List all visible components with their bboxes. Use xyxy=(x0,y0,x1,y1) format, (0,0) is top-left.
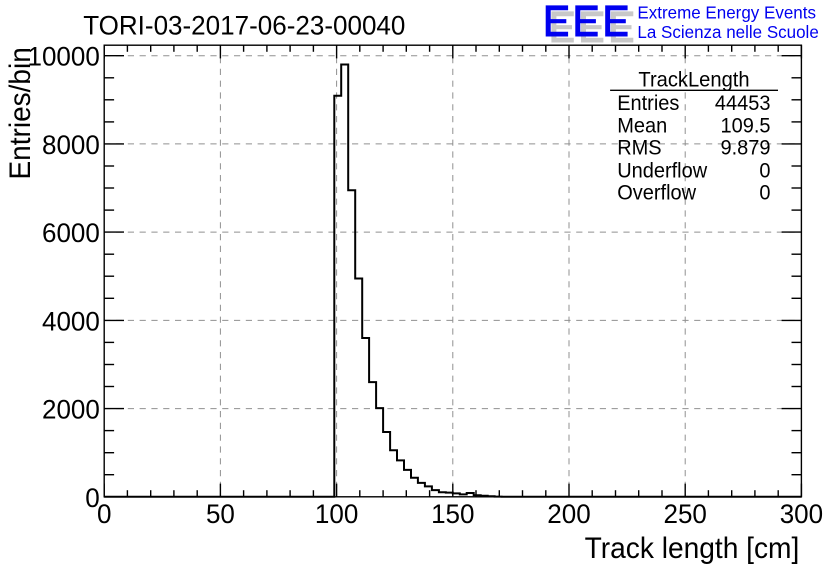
svg-text:0: 0 xyxy=(759,182,770,205)
svg-text:0: 0 xyxy=(85,482,100,513)
svg-text:Extreme Energy Events: Extreme Energy Events xyxy=(637,3,816,23)
svg-text:Entries/bin: Entries/bin xyxy=(5,47,37,179)
svg-text:8000: 8000 xyxy=(42,129,100,160)
svg-text:6000: 6000 xyxy=(42,217,100,248)
svg-text:TORI-03-2017-06-23-00040: TORI-03-2017-06-23-00040 xyxy=(83,9,405,40)
svg-text:Overflow: Overflow xyxy=(617,182,697,205)
svg-text:Track length [cm]: Track length [cm] xyxy=(585,533,800,565)
svg-text:50: 50 xyxy=(206,498,235,529)
svg-text:0: 0 xyxy=(97,498,112,529)
svg-text:300: 300 xyxy=(780,498,823,529)
svg-text:250: 250 xyxy=(664,498,707,529)
svg-text:150: 150 xyxy=(431,498,474,529)
svg-text:4000: 4000 xyxy=(42,305,100,336)
svg-text:Mean: Mean xyxy=(617,114,667,137)
svg-text:100: 100 xyxy=(315,498,358,529)
svg-text:200: 200 xyxy=(547,498,590,529)
svg-text:10000: 10000 xyxy=(28,41,100,72)
svg-text:Underflow: Underflow xyxy=(617,160,708,183)
svg-text:La Scienza nelle Scuole: La Scienza nelle Scuole xyxy=(637,22,819,42)
svg-text:0: 0 xyxy=(759,160,770,183)
svg-text:Entries: Entries xyxy=(617,92,679,115)
svg-text:9.879: 9.879 xyxy=(721,137,771,160)
svg-text:2000: 2000 xyxy=(42,394,100,425)
svg-text:44453: 44453 xyxy=(715,92,771,115)
svg-text:109.5: 109.5 xyxy=(721,114,771,137)
svg-text:RMS: RMS xyxy=(617,137,661,160)
svg-text:TrackLength: TrackLength xyxy=(638,69,749,92)
